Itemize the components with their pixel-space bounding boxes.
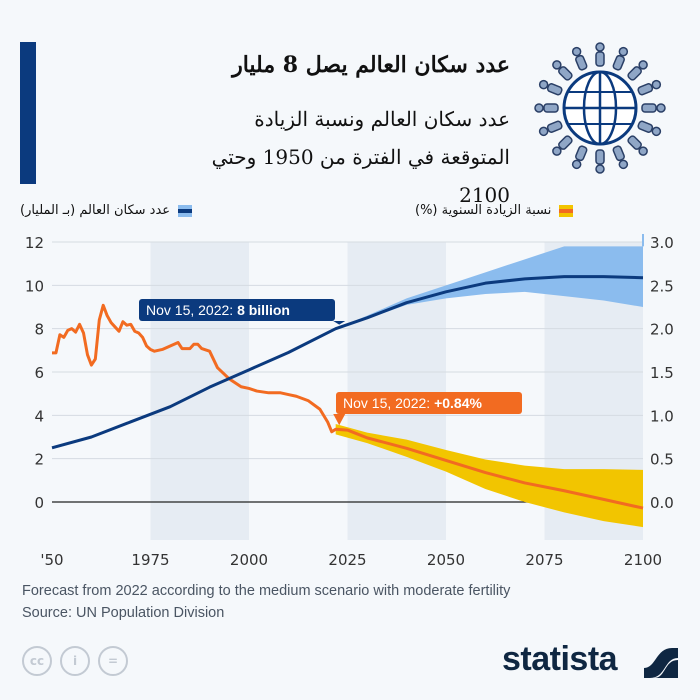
legend-growth-label: نسبة الزيادة السنوية (%) — [415, 203, 552, 218]
attribution-icon[interactable]: i — [60, 646, 90, 676]
legend-population: عدد سكان العالم (بـ المليار) — [20, 203, 193, 218]
population-annotation: Nov 15, 2022: 8 billion — [139, 299, 346, 325]
x-tick-label: 2050 — [427, 551, 465, 569]
no-derivatives-icon[interactable]: = — [98, 646, 128, 676]
cc-icon[interactable]: cc — [22, 646, 52, 676]
y-left-tick-label: 0 — [34, 494, 44, 512]
accent-bar — [20, 42, 36, 184]
y-right-tick-label: 2.5 — [650, 277, 674, 295]
population-annotation-pointer — [333, 321, 346, 325]
shaded-period — [347, 242, 446, 540]
un-population-logo-icon — [534, 42, 666, 174]
y-left-tick-label: 4 — [34, 407, 44, 425]
chart-subtitle: عدد سكان العالم ونسبة الزيادة المتوقعة ف… — [211, 107, 510, 207]
legend-growth-swatch-icon — [559, 204, 574, 217]
y-left-tick-label: 6 — [34, 364, 44, 382]
y-right-tick-label: 0.5 — [650, 451, 674, 469]
population-growth-chart: 0 2 4 6 8 10 12 0.0 0.5 1.0 1.5 2.0 2.5 3.0 '50 1975 200… — [25, 234, 674, 569]
y-right-tick-label: 0.0 — [650, 494, 674, 512]
y-left-tick-label: 12 — [25, 234, 44, 252]
population-annotation-text: Nov 15, 2022: 8 billion — [146, 302, 290, 318]
legend-population-swatch-icon — [178, 204, 193, 217]
y-right-tick-label: 2.0 — [650, 321, 674, 339]
growth-annotation: Nov 15, 2022: +0.84% — [333, 392, 522, 426]
x-tick-label: 2025 — [328, 551, 366, 569]
y-left-tick-label: 10 — [25, 277, 44, 295]
x-tick-label: 2100 — [624, 551, 662, 569]
legend-growth: نسبة الزيادة السنوية (%) — [415, 203, 574, 218]
population-annotation-box — [139, 299, 335, 321]
footer-note: Forecast from 2022 according to the medi… — [22, 583, 511, 599]
y-right-tick-label: 3.0 — [650, 234, 674, 252]
population-line — [51, 275, 644, 450]
x-tick-label: 2075 — [525, 551, 563, 569]
growth-rate-line — [52, 303, 644, 510]
y-right-tick-label: 1.5 — [650, 364, 674, 382]
x-tick-label: '50 — [40, 551, 63, 569]
statista-logo[interactable]: statista — [502, 640, 618, 678]
footer-source: Source: UN Population Division — [22, 605, 225, 621]
legend-population-label: عدد سكان العالم (بـ المليار) — [20, 203, 171, 218]
y-left-tick-label: 2 — [34, 451, 44, 469]
x-tick-label: 2000 — [230, 551, 268, 569]
footer: Forecast from 2022 according to the medi… — [22, 580, 510, 624]
y-right-tick-label: 1.0 — [650, 407, 674, 425]
x-tick-label: 1975 — [131, 551, 169, 569]
growth-annotation-pointer — [333, 414, 346, 426]
license-icons: cc i = — [22, 646, 128, 676]
population-forecast-band — [335, 246, 643, 329]
chart-title: عدد سكان العالم يصل 8 مليار — [232, 52, 510, 78]
y-left-tick-label: 8 — [34, 321, 44, 339]
growth-annotation-text: Nov 15, 2022: +0.84% — [343, 395, 482, 411]
growth-annotation-box — [336, 392, 522, 414]
statista-mark-icon — [644, 648, 678, 678]
